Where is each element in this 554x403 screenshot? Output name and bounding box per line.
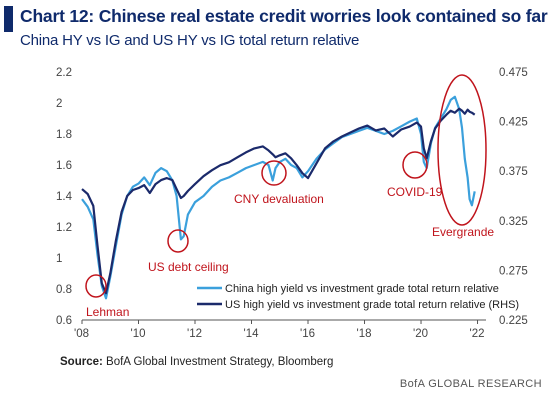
- y-left-tick-label: 1.2: [56, 222, 72, 234]
- x-tick-label: '18: [357, 328, 372, 340]
- annotation-circle: [437, 74, 487, 226]
- legend-label: China high yield vs investment grade tot…: [225, 283, 499, 295]
- annotations: Lehman US debt ceiling CNY devaluation COVI…: [85, 74, 494, 319]
- x-tick-label: '20: [413, 328, 428, 340]
- annotation-circle: [261, 160, 287, 186]
- y-right-tick-label: 0.475: [499, 67, 528, 79]
- y-left-tick-label: 1.6: [56, 160, 72, 172]
- y-right-tick-label: 0.375: [499, 166, 528, 178]
- x-tick-label: '12: [187, 328, 202, 340]
- chart-title: Chart 12: Chinese real estate credit wor…: [20, 6, 548, 26]
- x-tick-label: '16: [300, 328, 315, 340]
- source-label: Source:: [60, 356, 103, 368]
- annotation-circle: [85, 274, 107, 298]
- chart-subtitle: China HY vs IG and US HY vs IG total ret…: [20, 32, 360, 49]
- y-right-tick-label: 0.275: [499, 265, 528, 277]
- x-tick-label: '08: [74, 328, 89, 340]
- x-tick-label: '10: [131, 328, 146, 340]
- source-note: Source: BofA Global Investment Strategy,…: [60, 356, 333, 368]
- annotation-label: US debt ceiling: [148, 260, 229, 274]
- title-accent-bar: [4, 6, 13, 32]
- legend-label: US high yield vs investment grade total …: [225, 299, 519, 311]
- y-left-tick-label: 0.8: [56, 284, 72, 296]
- legend: China high yield vs investment grade tot…: [197, 283, 519, 311]
- y-left-tick-label: 0.6: [56, 315, 72, 327]
- y-right-tick-label: 0.425: [499, 117, 528, 129]
- x-tick-label: '14: [244, 328, 260, 340]
- annotation-circle: [402, 151, 428, 179]
- x-tick-label: '22: [470, 328, 485, 340]
- source-text: BofA Global Investment Strategy, Bloombe…: [106, 356, 334, 368]
- annotation-label: Lehman: [86, 305, 129, 319]
- annotation-circle: [167, 229, 189, 253]
- y-right-tick-label: 0.325: [499, 216, 528, 228]
- annotation-label: CNY devaluation: [234, 192, 324, 206]
- annotation-label: Evergrande: [432, 225, 494, 239]
- y-left-tick-label: 1.4: [56, 191, 73, 203]
- series-line-us: [81, 107, 476, 295]
- y-right-tick-label: 0.225: [499, 315, 528, 327]
- y-left-tick-label: 1.8: [56, 129, 72, 141]
- y-left-tick-label: 2: [56, 98, 62, 110]
- y-left-tick-label: 2.2: [56, 67, 72, 79]
- annotation-label: COVID-19: [387, 185, 443, 199]
- axes: 0.6 0.8 1 1.2 1.4 1.6 1.8 2 2.2 0.225 0.275 0.325 0.…: [56, 67, 528, 340]
- brand-footer: BofA GLOBAL RESEARCH: [399, 378, 542, 390]
- y-left-tick-label: 1: [56, 253, 62, 265]
